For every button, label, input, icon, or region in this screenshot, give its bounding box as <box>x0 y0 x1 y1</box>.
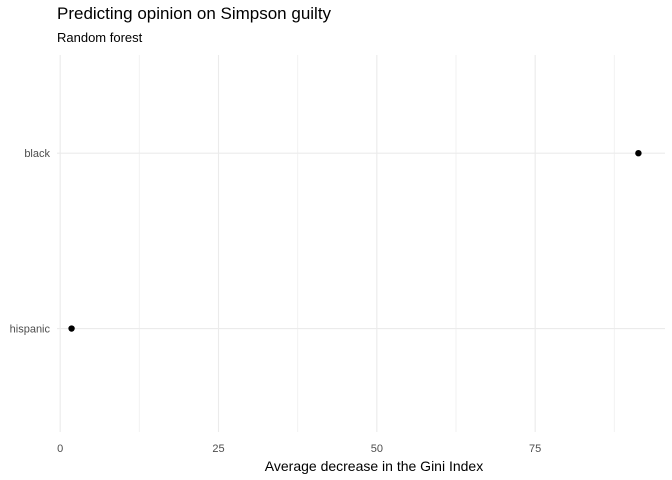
y-tick-labels: black hispanic <box>10 148 51 335</box>
x-tick-label: 75 <box>529 443 541 455</box>
x-axis-title: Average decrease in the Gini Index <box>265 458 483 474</box>
data-point <box>635 149 642 157</box>
data-point <box>68 325 75 332</box>
x-tick-labels: 0 25 50 75 <box>57 443 541 455</box>
data-points <box>68 149 642 332</box>
x-tick-label: 0 <box>57 443 63 455</box>
chart-title: Predicting opinion on Simpson guilty <box>57 4 332 23</box>
y-tick-label: hispanic <box>10 324 51 336</box>
major-gridlines <box>57 55 665 432</box>
chart-subtitle: Random forest <box>57 30 143 45</box>
y-tick-label: black <box>24 148 50 160</box>
x-tick-label: 50 <box>371 443 383 455</box>
x-tick-label: 25 <box>212 443 224 455</box>
minor-gridlines <box>138 55 615 432</box>
